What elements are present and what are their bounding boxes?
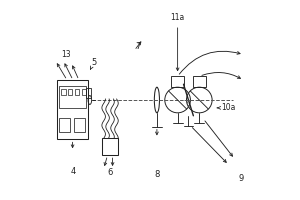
Bar: [68, 89, 73, 95]
Text: 9: 9: [238, 174, 243, 183]
Text: 11a: 11a: [170, 13, 185, 22]
Bar: [86, 88, 91, 98]
Text: 4: 4: [70, 166, 76, 176]
Bar: [59, 86, 86, 108]
Bar: [171, 76, 184, 87]
Text: 7: 7: [136, 42, 141, 51]
Bar: [75, 89, 80, 95]
Bar: [102, 138, 118, 155]
Text: 10a: 10a: [221, 103, 236, 112]
Text: 13: 13: [61, 50, 71, 59]
Bar: [61, 89, 66, 95]
Bar: [74, 118, 85, 132]
Bar: [193, 76, 206, 87]
Bar: [57, 80, 88, 139]
Text: 5: 5: [91, 58, 96, 67]
Bar: [59, 118, 70, 132]
Text: 6: 6: [108, 168, 113, 177]
Bar: [82, 89, 86, 95]
Text: 8: 8: [154, 170, 160, 179]
